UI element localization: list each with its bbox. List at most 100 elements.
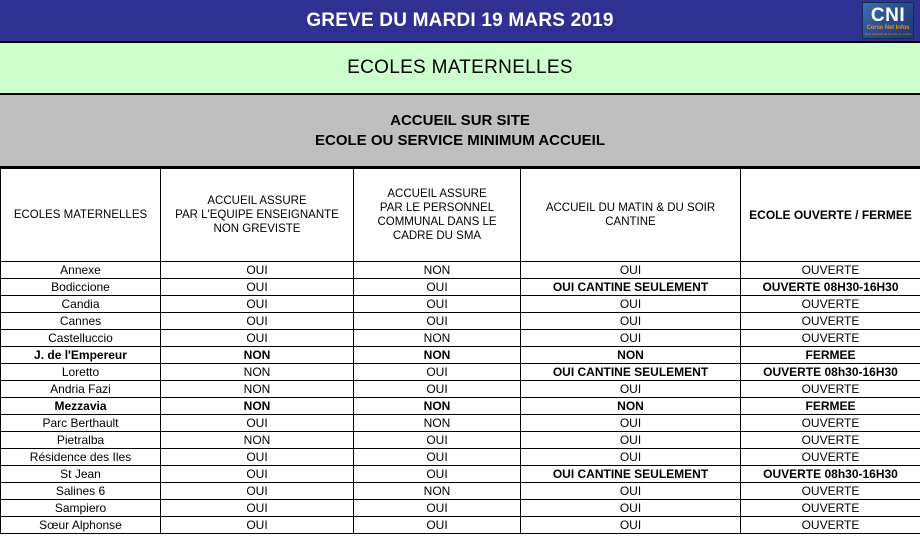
cell-canteen: OUI (520, 482, 741, 500)
cell-municipal-staff: NON (353, 414, 521, 432)
column-header-line: PAR L'EQUIPE ENSEIGNANTE (175, 209, 339, 221)
table-row: St Jean OUI OUI OUI CANTINE SEULEMENT OUVERT… (0, 465, 920, 483)
cell-open-closed: OUVERTE (740, 414, 920, 432)
cell-school: Sœur Alphonse (0, 516, 161, 534)
table-row: Mezzavia NON NON NON FERMEE (0, 397, 920, 415)
title-bar: GREVE DU MARDI 19 MARS 2019 CNI Corse Ne… (0, 0, 920, 43)
cell-school: Pietralba (0, 431, 161, 449)
table-row: Candia OUI OUI OUI OUVERTE (0, 295, 920, 313)
cell-teaching-staff: NON (160, 363, 354, 381)
column-header-line: NON GREVISTE (213, 223, 301, 235)
table-row: Annexe OUI NON OUI OUVERTE (0, 261, 920, 279)
column-header-open-closed: ECOLE OUVERTE / FERMEE (740, 168, 920, 262)
column-header-line: ACCUEIL ASSURE (387, 188, 487, 200)
cell-canteen: OUI (520, 516, 741, 534)
cni-logo-sub-text: Corse Net Infos (866, 24, 910, 31)
table-row: Andria Fazi NON OUI OUI OUVERTE (0, 380, 920, 398)
cell-school: Mezzavia (0, 397, 161, 415)
table-head: ECOLES MATERNELLES ACCUEIL ASSURE PAR L'E… (0, 168, 920, 262)
table-row: Salines 6 OUI NON OUI OUVERTE (0, 482, 920, 500)
cell-municipal-staff: OUI (353, 278, 521, 296)
table-row: Parc Berthault OUI NON OUI OUVERTE (0, 414, 920, 432)
cell-school: Loretto (0, 363, 161, 381)
cell-teaching-staff: OUI (160, 295, 354, 313)
cell-open-closed: OUVERTE (740, 516, 920, 534)
column-header-teaching-staff: ACCUEIL ASSURE PAR L'EQUIPE ENSEIGNANTE NO… (160, 168, 354, 262)
section-title: ECOLES MATERNELLES (347, 57, 573, 78)
cell-open-closed: OUVERTE (740, 312, 920, 330)
cell-municipal-staff: OUI (353, 363, 521, 381)
cell-school: St Jean (0, 465, 161, 483)
table-body: Annexe OUI NON OUI OUVERTE Bodiccione OUI OUI OU… (0, 261, 920, 534)
table-row: Pietralba NON OUI OUI OUVERTE (0, 431, 920, 449)
cell-canteen: OUI (520, 431, 741, 449)
cell-school: Cannes (0, 312, 161, 330)
column-header-line: ACCUEIL DU MATIN & DU SOIR (545, 202, 716, 214)
cell-teaching-staff: NON (160, 431, 354, 449)
cell-municipal-staff: OUI (353, 516, 521, 534)
table-row: Sœur Alphonse OUI OUI OUI OUVERTE (0, 516, 920, 534)
cell-teaching-staff: OUI (160, 499, 354, 517)
cell-canteen: OUI (520, 414, 741, 432)
cell-open-closed: OUVERTE (740, 431, 920, 449)
section-band: ECOLES MATERNELLES (0, 43, 920, 95)
page-title: GREVE DU MARDI 19 MARS 2019 (306, 9, 614, 31)
cell-canteen: OUI (520, 261, 741, 279)
cni-logo: CNI Corse Net Infos Toute l'actualité de… (862, 2, 914, 39)
cell-open-closed: OUVERTE (740, 482, 920, 500)
table-row: Sampiero OUI OUI OUI OUVERTE (0, 499, 920, 517)
cell-teaching-staff: NON (160, 397, 354, 415)
notice-line-1: ACCUEIL SUR SITE (390, 111, 530, 129)
cell-canteen: NON (520, 397, 741, 415)
cell-canteen: OUI CANTINE SEULEMENT (520, 278, 741, 296)
cell-open-closed: OUVERTE 08h30-16H30 (740, 363, 920, 381)
cell-open-closed: OUVERTE 08H30-16H30 (740, 278, 920, 296)
cell-canteen: OUI (520, 295, 741, 313)
notice-line-2: ECOLE OU SERVICE MINIMUM ACCUEIL (314, 131, 606, 149)
cell-municipal-staff: OUI (353, 431, 521, 449)
cell-school: Salines 6 (0, 482, 161, 500)
cell-open-closed: OUVERTE (740, 295, 920, 313)
cell-municipal-staff: NON (353, 397, 521, 415)
cell-teaching-staff: OUI (160, 516, 354, 534)
table-row: Loretto NON OUI OUI CANTINE SEULEMENT OUVERT… (0, 363, 920, 381)
cell-municipal-staff: OUI (353, 380, 521, 398)
cell-canteen: OUI CANTINE SEULEMENT (520, 363, 741, 381)
cell-municipal-staff: OUI (353, 448, 521, 466)
cell-teaching-staff: NON (160, 346, 354, 364)
cell-teaching-staff: OUI (160, 312, 354, 330)
cell-municipal-staff: NON (353, 329, 521, 347)
cell-teaching-staff: NON (160, 380, 354, 398)
cell-open-closed: OUVERTE (740, 261, 920, 279)
cell-open-closed: OUVERTE 08h30-16H30 (740, 465, 920, 483)
table-row: Castelluccio OUI NON OUI OUVERTE (0, 329, 920, 347)
cell-canteen: OUI (520, 448, 741, 466)
cell-municipal-staff: NON (353, 261, 521, 279)
cell-canteen: OUI (520, 312, 741, 330)
column-header-schools: ECOLES MATERNELLES (0, 168, 161, 262)
cell-open-closed: FERMEE (740, 397, 920, 415)
cell-open-closed: FERMEE (740, 346, 920, 364)
cell-open-closed: OUVERTE (740, 380, 920, 398)
table-row: Bodiccione OUI OUI OUI CANTINE SEULEMENT OUV… (0, 278, 920, 296)
column-header-line: ACCUEIL ASSURE (207, 195, 307, 207)
notice-band: ACCUEIL SUR SITE ECOLE OU SERVICE MINIMU… (0, 95, 920, 168)
cell-open-closed: OUVERTE (740, 499, 920, 517)
cell-open-closed: OUVERTE (740, 448, 920, 466)
cell-school: J. de l'Empereur (0, 346, 161, 364)
table-header-row: ECOLES MATERNELLES ACCUEIL ASSURE PAR L'E… (0, 168, 920, 262)
cell-municipal-staff: OUI (353, 465, 521, 483)
cell-canteen: OUI (520, 380, 741, 398)
cell-teaching-staff: OUI (160, 482, 354, 500)
cell-teaching-staff: OUI (160, 278, 354, 296)
cell-school: Bodiccione (0, 278, 161, 296)
cell-municipal-staff: OUI (353, 312, 521, 330)
cell-school: Sampiero (0, 499, 161, 517)
cell-school: Résidence des Iles (0, 448, 161, 466)
table-row: Cannes OUI OUI OUI OUVERTE (0, 312, 920, 330)
column-header-line: COMMUNAL DANS LE (377, 216, 497, 228)
cell-teaching-staff: OUI (160, 329, 354, 347)
cni-logo-main-text: CNI (870, 4, 906, 26)
column-header-line: CANTINE (605, 216, 656, 228)
column-header-municipal-staff: ACCUEIL ASSURE PAR LE PERSONNEL COMMUNAL D… (353, 168, 521, 262)
